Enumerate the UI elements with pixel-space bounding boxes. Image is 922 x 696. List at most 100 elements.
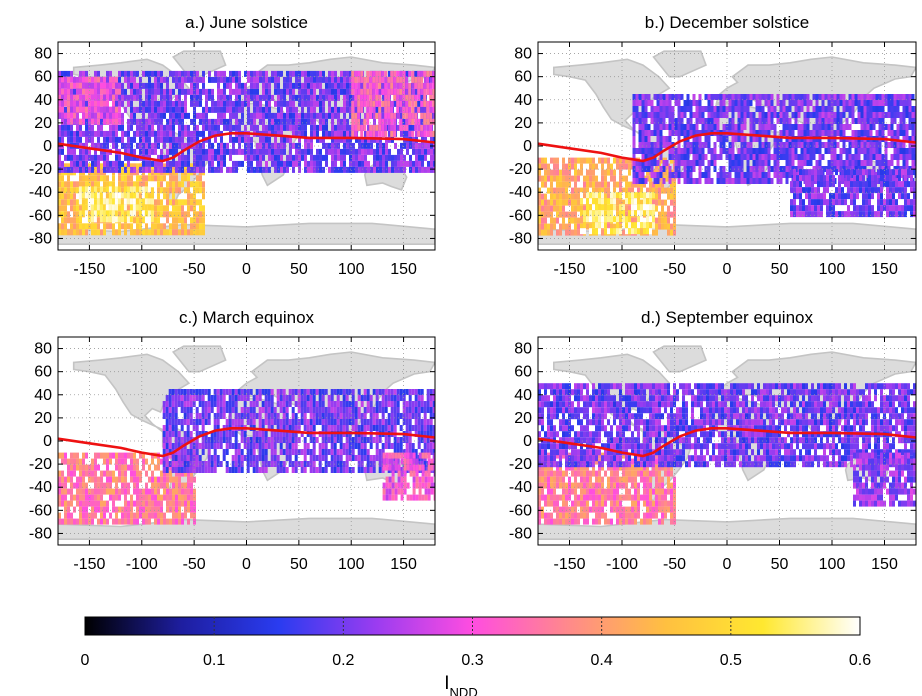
- heatmap-cell: [571, 193, 574, 200]
- heatmap-cell: [565, 163, 568, 170]
- heatmap-cell: [899, 130, 903, 136]
- heatmap-cell: [638, 118, 642, 124]
- heatmap-cell: [79, 100, 82, 107]
- heatmap-cell: [340, 82, 343, 89]
- heatmap-cell: [199, 154, 202, 161]
- heatmap-cell: [835, 187, 838, 194]
- heatmap-cell: [394, 142, 397, 149]
- heatmap-cell: [391, 160, 394, 167]
- heatmap-cell: [301, 106, 304, 113]
- heatmap-cell: [845, 118, 849, 124]
- heatmap-cell: [337, 154, 340, 161]
- heatmap-cell: [824, 106, 828, 112]
- heatmap-cell: [250, 76, 253, 83]
- heatmap-cell: [384, 100, 388, 107]
- heatmap-cell: [830, 166, 834, 172]
- heatmap-cell: [130, 166, 133, 173]
- heatmap-cell: [595, 192, 598, 199]
- y-tick-label: -60: [29, 207, 52, 224]
- heatmap-cell: [713, 118, 717, 124]
- heatmap-cell: [184, 169, 187, 176]
- heatmap-cell: [349, 94, 352, 101]
- heatmap-cell: [58, 124, 61, 131]
- heatmap-cell: [851, 142, 855, 148]
- heatmap-cell: [907, 199, 910, 206]
- heatmap-cell: [181, 136, 184, 143]
- heatmap-cell: [643, 198, 646, 205]
- heatmap-cell: [809, 130, 813, 136]
- heatmap-cell: [139, 181, 142, 188]
- heatmap-cell: [641, 94, 645, 100]
- heatmap-cell: [76, 82, 79, 89]
- heatmap-cell: [178, 166, 181, 173]
- heatmap-cell: [105, 210, 109, 217]
- heatmap-cell: [100, 154, 103, 161]
- heatmap-cell: [163, 166, 166, 173]
- heatmap-cell: [388, 124, 391, 131]
- heatmap-cell: [707, 166, 711, 172]
- heatmap-cell: [625, 205, 628, 212]
- heatmap-cell: [667, 223, 670, 230]
- heatmap-cell: [196, 100, 199, 107]
- heatmap-cell: [844, 199, 847, 206]
- heatmap-cell: [832, 211, 835, 218]
- heatmap-cell: [76, 229, 79, 236]
- heatmap-cell: [138, 186, 142, 193]
- heatmap-cell: [298, 88, 301, 95]
- heatmap-cell: [366, 100, 370, 107]
- heatmap-cell: [746, 106, 750, 112]
- heatmap-cell: [117, 216, 121, 223]
- heatmap-cell: [286, 100, 289, 107]
- heatmap-cell: [586, 187, 589, 194]
- heatmap-cell: [619, 157, 622, 164]
- heatmap-cell: [202, 76, 205, 83]
- heatmap-cell: [202, 166, 205, 173]
- heatmap-cell: [692, 94, 696, 100]
- heatmap-cell: [73, 193, 76, 200]
- heatmap-cell: [256, 160, 259, 167]
- heatmap-cell: [316, 166, 319, 173]
- heatmap-cell: [814, 193, 817, 200]
- heatmap-cell: [773, 130, 777, 136]
- heatmap-cell: [280, 70, 283, 77]
- heatmap-cell: [815, 94, 819, 100]
- heatmap-cell: [665, 100, 669, 106]
- heatmap-cell: [202, 112, 205, 119]
- heatmap-cell: [655, 229, 658, 236]
- heatmap-cell: [109, 136, 112, 143]
- heatmap-cell: [791, 166, 795, 172]
- heatmap-cell: [73, 199, 76, 206]
- heatmap-cell: [157, 106, 160, 113]
- x-tick-label: 100: [338, 261, 365, 278]
- heatmap-cell: [58, 154, 61, 161]
- heatmap-cell: [133, 94, 136, 101]
- heatmap-cell: [698, 118, 702, 124]
- heatmap-cell: [84, 198, 88, 205]
- heatmap-cell: [121, 199, 124, 206]
- heatmap-cell: [649, 204, 652, 211]
- heatmap-cell: [82, 106, 85, 113]
- heatmap-cell: [649, 228, 652, 235]
- heatmap-cell: [358, 142, 361, 149]
- heatmap-cell: [334, 136, 337, 143]
- heatmap-cell: [397, 154, 400, 161]
- heatmap-cell: [271, 118, 274, 125]
- heatmap-cell: [208, 130, 211, 137]
- heatmap-cell: [259, 118, 262, 125]
- heatmap-cell: [420, 70, 424, 77]
- heatmap-cell: [907, 205, 910, 212]
- heatmap-cell: [154, 130, 157, 137]
- heatmap-cell: [109, 130, 112, 137]
- heatmap-cell: [366, 88, 370, 95]
- heatmap-cell: [298, 112, 301, 119]
- heatmap-cell: [811, 181, 814, 188]
- heatmap-cell: [773, 172, 777, 178]
- heatmap-cell: [761, 106, 765, 112]
- heatmap-cell: [148, 136, 151, 143]
- heatmap-cell: [427, 166, 430, 173]
- heatmap-cell: [668, 178, 672, 184]
- heatmap-cell: [896, 154, 900, 160]
- heatmap-cell: [384, 118, 388, 125]
- heatmap-cell: [301, 88, 304, 95]
- heatmap-cell: [698, 106, 702, 112]
